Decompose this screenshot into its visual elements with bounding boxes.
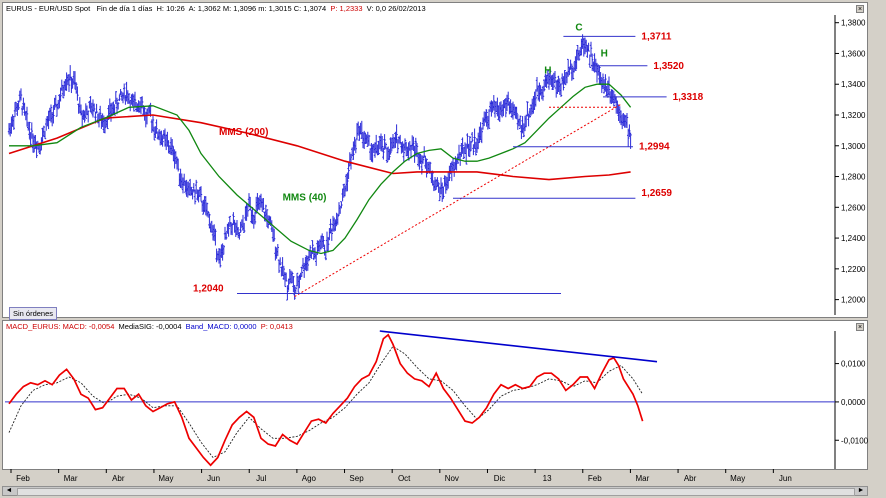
ohlc-label: A: 1,3062 M: 1,3096 m: 1,3015 C: 1,3074 (188, 4, 327, 13)
x-tick-label: Dic (494, 474, 506, 483)
scroll-left-arrow-icon[interactable]: ◄ (5, 487, 13, 494)
band-value-label: Band_MACD: 0,0000 (185, 322, 257, 331)
macd-chart-svg: 0,0100 0,0000 -0,0100 Feb Mar Abr May Jun Jul Ago… (5, 330, 869, 483)
x-tick-label: Jun (779, 474, 792, 483)
level-label: 1,3711 (641, 31, 671, 42)
x-tick-label: Mar (636, 474, 650, 483)
scroll-right-arrow-icon[interactable]: ► (857, 487, 865, 494)
price-chart-svg: 1,3800 1,3600 1,3400 1,3200 1,3000 1,2800 1,26… (7, 15, 866, 315)
chart-annotation: MMS (40) (283, 192, 327, 203)
x-tick-label: 13 (543, 474, 552, 483)
level-label: 1,2659 (641, 188, 672, 199)
chart-annotation: C (575, 22, 582, 33)
price-y-tick-label: 1,3200 (841, 111, 866, 120)
x-tick-label: May (158, 474, 173, 483)
level-label: 1,3520 (653, 61, 684, 72)
mma200-line (8, 114, 631, 181)
chart-annotation: H (601, 49, 608, 60)
price-y-tick-label: 1,3600 (841, 49, 866, 58)
x-tick-label: Mar (64, 474, 78, 483)
period-label: Fin de día 1 días (96, 4, 153, 13)
time-label: H: 10:26 (156, 4, 185, 13)
x-tick-label: May (730, 474, 745, 483)
divergence-line (379, 330, 658, 363)
level-label: 1,3318 (673, 92, 704, 103)
level-label: 1,2994 (639, 142, 670, 153)
sin-ordenes-badge[interactable]: Sin órdenes (9, 307, 58, 320)
x-tick-label: Feb (16, 474, 30, 483)
instrument-label: EURUS - EUR/USD Spot (6, 4, 91, 13)
price-y-tick-label: 1,2800 (841, 173, 866, 182)
macd-line (8, 333, 644, 467)
x-tick-label: Feb (588, 474, 602, 483)
macd-value-label: MACD_EURUS: MACD: -0,0054 (6, 322, 115, 331)
chart-annotation: H (544, 65, 551, 76)
x-tick-label: Ago (302, 474, 317, 483)
macd-y-tick-label: -0,0100 (841, 436, 869, 445)
signal-value-label: MediaSIG: -0,0004 (118, 322, 182, 331)
price-y-tick-label: 1,3800 (841, 19, 866, 28)
scroll-thumb[interactable] (17, 488, 855, 496)
x-tick-label: Abr (684, 474, 697, 483)
price-y-tick-label: 1,2600 (841, 203, 866, 212)
price-y-tick-label: 1,3000 (841, 142, 866, 151)
x-tick-label: Abr (112, 474, 125, 483)
macd-y-tick-label: 0,0100 (841, 360, 866, 369)
macd-pct-label: P: 0,0413 (260, 322, 293, 331)
price-y-tick-label: 1,2000 (841, 296, 866, 305)
x-tick-label: Sep (349, 474, 364, 483)
macd-panel-close-icon[interactable]: × (856, 323, 864, 331)
macd-y-tick-label: 0,0000 (841, 398, 866, 407)
price-y-tick-label: 1,3400 (841, 80, 866, 89)
x-tick-label: Jul (256, 474, 266, 483)
support-trendline (294, 103, 622, 297)
x-tick-label: Jun (207, 474, 220, 483)
x-tick-label: Oct (398, 474, 411, 483)
price-y-tick-label: 1,2400 (841, 234, 866, 243)
chart-annotation: MMS (200) (219, 127, 268, 138)
price-bars (7, 34, 632, 301)
mma40-line (9, 83, 632, 255)
macd-chart-panel[interactable]: MACD_EURUS: MACD: -0,0054 MediaSIG: -0,0… (2, 320, 869, 483)
price-y-tick-label: 1,2200 (841, 265, 866, 274)
price-chart-panel[interactable]: EURUS - EUR/USD Spot Fin de día 1 días H… (2, 2, 868, 320)
price-header: EURUS - EUR/USD Spot Fin de día 1 días H… (6, 4, 426, 13)
macd-header: MACD_EURUS: MACD: -0,0054 MediaSIG: -0,0… (6, 322, 293, 331)
vol-date-label: V: 0,0 26/02/2013 (366, 4, 426, 13)
level-label: 1,2040 (193, 283, 224, 294)
x-tick-label: Nov (445, 474, 459, 483)
pct-label: P: 1,2333 (330, 4, 363, 13)
horizontal-scrollbar[interactable]: ◄ ► (2, 486, 868, 496)
price-panel-close-icon[interactable]: × (856, 5, 864, 13)
